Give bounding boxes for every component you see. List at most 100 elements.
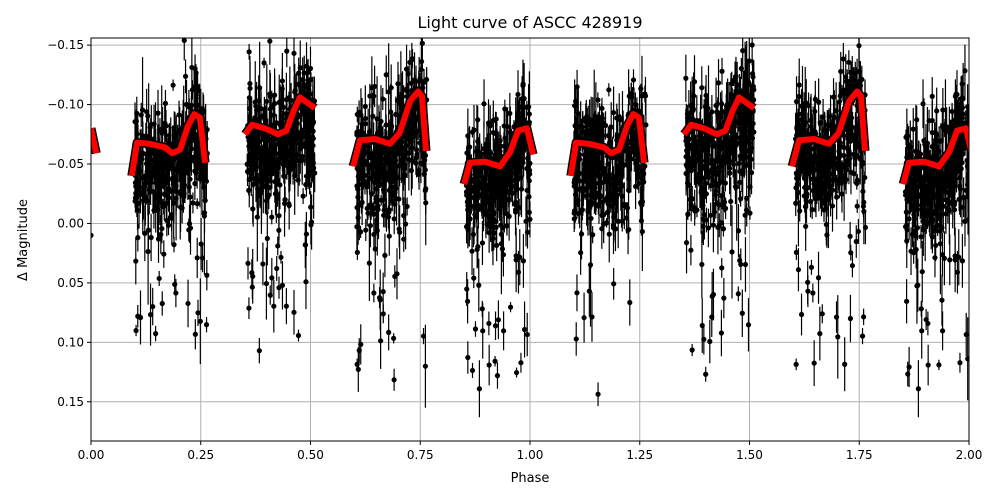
- data-point: [715, 225, 720, 230]
- data-point: [627, 300, 632, 305]
- data-point: [507, 214, 512, 219]
- data-point: [607, 172, 612, 177]
- data-point: [583, 129, 588, 134]
- data-point: [629, 156, 634, 161]
- data-point: [403, 221, 408, 226]
- data-point: [687, 146, 692, 151]
- data-point: [794, 99, 799, 104]
- data-point: [723, 206, 728, 211]
- data-point: [298, 65, 303, 70]
- data-point: [521, 258, 526, 263]
- data-point: [145, 249, 150, 254]
- data-point: [604, 220, 609, 225]
- data-point: [192, 168, 197, 173]
- data-point: [639, 202, 644, 207]
- data-point: [575, 198, 580, 203]
- data-point: [476, 152, 481, 157]
- data-point: [835, 334, 840, 339]
- data-point: [495, 373, 500, 378]
- data-point: [592, 195, 597, 200]
- data-point: [475, 169, 480, 174]
- data-point: [164, 218, 169, 223]
- data-point: [688, 248, 693, 253]
- data-point: [423, 364, 428, 369]
- data-point: [718, 220, 723, 225]
- data-point: [598, 124, 603, 129]
- data-point: [848, 316, 853, 321]
- data-point: [171, 242, 176, 247]
- data-point: [361, 173, 366, 178]
- data-point: [470, 368, 475, 373]
- data-point: [580, 189, 585, 194]
- data-point: [740, 109, 745, 114]
- data-point: [159, 160, 164, 165]
- data-point: [413, 119, 418, 124]
- data-point: [487, 362, 492, 367]
- data-point: [409, 81, 414, 86]
- data-point: [166, 133, 171, 138]
- data-point: [423, 200, 428, 205]
- data-point: [204, 322, 209, 327]
- data-point: [486, 321, 491, 326]
- data-point: [204, 273, 209, 278]
- data-point: [247, 177, 252, 182]
- data-point: [719, 69, 724, 74]
- data-point: [690, 196, 695, 201]
- data-point: [707, 339, 712, 344]
- data-point: [490, 236, 495, 241]
- data-point: [280, 78, 285, 83]
- data-point: [500, 246, 505, 251]
- data-point: [192, 66, 197, 71]
- data-point: [300, 154, 305, 159]
- data-point: [706, 175, 711, 180]
- data-point: [309, 219, 314, 224]
- data-point: [479, 205, 484, 210]
- data-point: [372, 180, 377, 185]
- data-point: [746, 322, 751, 327]
- data-point: [693, 159, 698, 164]
- data-point: [301, 133, 306, 138]
- data-point: [492, 359, 497, 364]
- data-point: [699, 262, 704, 267]
- data-point: [683, 76, 688, 81]
- data-point: [148, 171, 153, 176]
- data-point: [294, 152, 299, 157]
- data-point: [149, 235, 154, 240]
- data-point: [716, 80, 721, 85]
- data-point: [475, 139, 480, 144]
- data-point: [631, 77, 636, 82]
- data-point: [271, 112, 276, 117]
- data-point: [471, 232, 476, 237]
- data-point: [159, 226, 164, 231]
- data-point: [720, 159, 725, 164]
- data-point: [135, 314, 140, 319]
- data-point: [268, 292, 273, 297]
- data-point: [685, 115, 690, 120]
- data-point: [291, 310, 296, 315]
- data-point: [597, 118, 602, 123]
- data-point: [133, 328, 138, 333]
- data-point: [378, 338, 383, 343]
- data-point: [272, 101, 277, 106]
- data-point: [253, 144, 258, 149]
- data-point: [274, 266, 279, 271]
- data-point: [513, 187, 518, 192]
- data-point: [282, 201, 287, 206]
- data-point: [842, 362, 847, 367]
- data-point: [173, 290, 178, 295]
- data-point: [304, 231, 309, 236]
- data-point: [588, 262, 593, 267]
- data-point: [365, 206, 370, 211]
- data-point: [367, 261, 372, 266]
- data-point: [587, 160, 592, 165]
- data-point: [615, 187, 620, 192]
- data-point: [516, 167, 521, 172]
- data-point: [193, 332, 198, 337]
- data-point: [389, 124, 394, 129]
- data-point: [291, 51, 296, 56]
- data-point: [611, 281, 616, 286]
- data-point: [296, 333, 301, 338]
- data-point: [522, 327, 527, 332]
- data-point: [473, 326, 478, 331]
- data-point: [357, 348, 362, 353]
